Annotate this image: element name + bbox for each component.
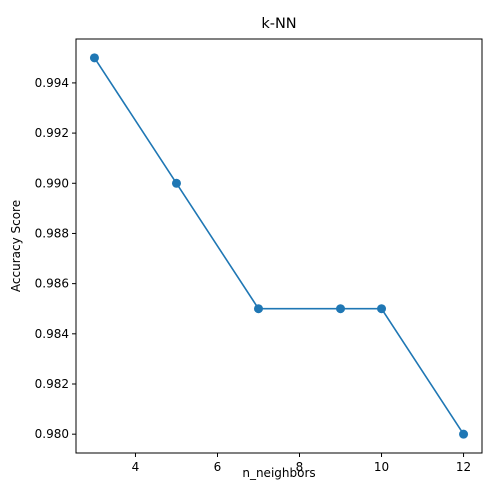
series-line	[93, 57, 465, 435]
data-point	[377, 304, 387, 314]
plot-layer	[89, 53, 469, 439]
x-ticks: 4 6 8 10 12	[132, 453, 471, 474]
chart-title: k-NN	[261, 16, 296, 32]
x-tick-label: 12	[456, 460, 471, 474]
plot-frame	[75, 38, 483, 454]
y-tick-label: 0.988	[35, 226, 69, 240]
y-ticks: 0.980 0.982 0.984 0.986 0.988 0.990 0.992 0.994	[35, 76, 76, 441]
x-tick-label: 4	[132, 460, 140, 474]
y-tick-label: 0.990	[35, 176, 69, 190]
x-axis-label: n_neighbors	[242, 466, 315, 480]
y-tick-label: 0.992	[35, 126, 69, 140]
x-tick-label: 8	[296, 460, 304, 474]
y-tick-label: 0.980	[35, 427, 69, 441]
y-tick-label: 0.994	[35, 76, 69, 90]
data-point	[89, 53, 99, 63]
data-point	[171, 178, 181, 188]
data-point	[336, 304, 346, 314]
y-axis-label: Accuracy Score	[9, 200, 23, 292]
y-tick-label: 0.982	[35, 377, 69, 391]
y-tick-label: 0.986	[35, 277, 69, 291]
x-tick-label: 6	[214, 460, 222, 474]
data-point	[253, 304, 263, 314]
x-tick-label: 10	[374, 460, 389, 474]
y-tick-label: 0.984	[35, 327, 69, 341]
data-point	[459, 429, 469, 439]
